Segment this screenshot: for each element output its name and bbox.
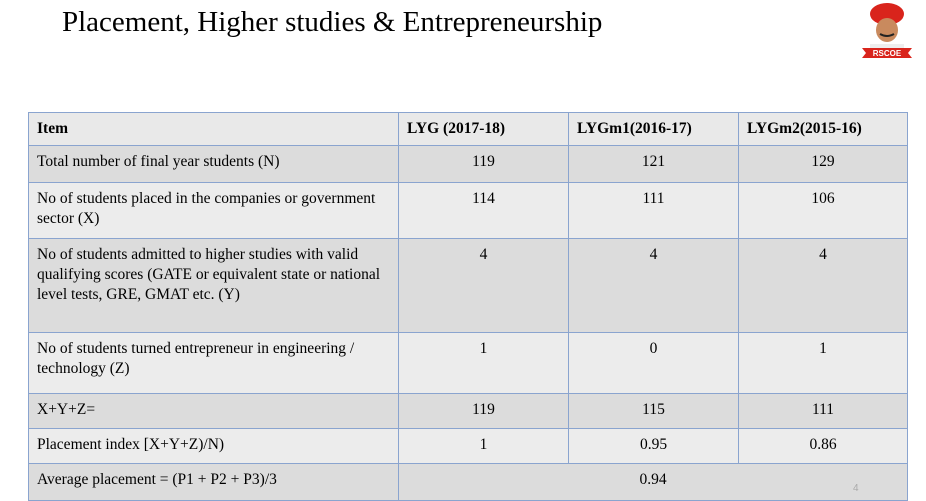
value-cell: 129: [738, 145, 908, 183]
item-cell: Placement index [X+Y+Z)/N): [28, 428, 399, 464]
placement-table: Item LYG (2017-18) LYGm1(2016-17) LYGm2(201…: [28, 112, 908, 501]
value-cell: 0: [568, 332, 739, 394]
moustache: [879, 33, 895, 37]
value-cell: 4: [738, 238, 908, 333]
value-cell: 119: [398, 393, 569, 429]
value-cell: 119: [398, 145, 569, 183]
table-row: No of students turned entrepreneur in en…: [28, 332, 908, 394]
turban: [870, 3, 904, 25]
value-cell: 1: [398, 332, 569, 394]
item-cell: No of students placed in the companies o…: [28, 182, 399, 239]
item-cell: No of students turned entrepreneur in en…: [28, 332, 399, 394]
table-row: No of students placed in the companies o…: [28, 182, 908, 239]
header-row: Item LYG (2017-18) LYGm1(2016-17) LYGm2(201…: [28, 112, 908, 146]
logo-text: RSCOE: [873, 49, 902, 58]
value-cell: 0.86: [738, 428, 908, 464]
value-cell: 0.95: [568, 428, 739, 464]
value-cell: 4: [398, 238, 569, 333]
item-cell: X+Y+Z=: [28, 393, 399, 429]
value-cell: 0.94: [398, 463, 908, 501]
banner: [862, 48, 912, 58]
value-cell: 121: [568, 145, 739, 183]
item-cell: Average placement = (P1 + P2 + P3)/3: [28, 463, 399, 501]
item-cell: Total number of final year students (N): [28, 145, 399, 183]
table-row: Total number of final year students (N) 1…: [28, 145, 908, 183]
header-cell: LYG (2017-18): [398, 112, 569, 146]
value-cell: 115: [568, 393, 739, 429]
value-cell: 4: [568, 238, 739, 333]
header-cell: LYGm2(2015-16): [738, 112, 908, 146]
table-row: Placement index [X+Y+Z)/N) 1 0.95 0.86: [28, 428, 908, 464]
item-cell: No of students admitted to higher studie…: [28, 238, 399, 333]
value-cell: 111: [568, 182, 739, 239]
table-row: X+Y+Z= 119 115 111: [28, 393, 908, 429]
logo: RSCOE: [862, 3, 912, 58]
value-cell: 111: [738, 393, 908, 429]
header-cell: Item: [28, 112, 399, 146]
slide-title: Placement, Higher studies & Entrepreneur…: [62, 6, 603, 38]
header-cell: LYGm1(2016-17): [568, 112, 739, 146]
value-cell: 1: [738, 332, 908, 394]
table-row: Average placement = (P1 + P2 + P3)/3 0.94: [28, 463, 908, 501]
value-cell: 114: [398, 182, 569, 239]
face: [876, 18, 898, 42]
table-row: No of students admitted to higher studie…: [28, 238, 908, 333]
value-cell: 106: [738, 182, 908, 239]
page-number: 4: [853, 483, 859, 494]
value-cell: 1: [398, 428, 569, 464]
